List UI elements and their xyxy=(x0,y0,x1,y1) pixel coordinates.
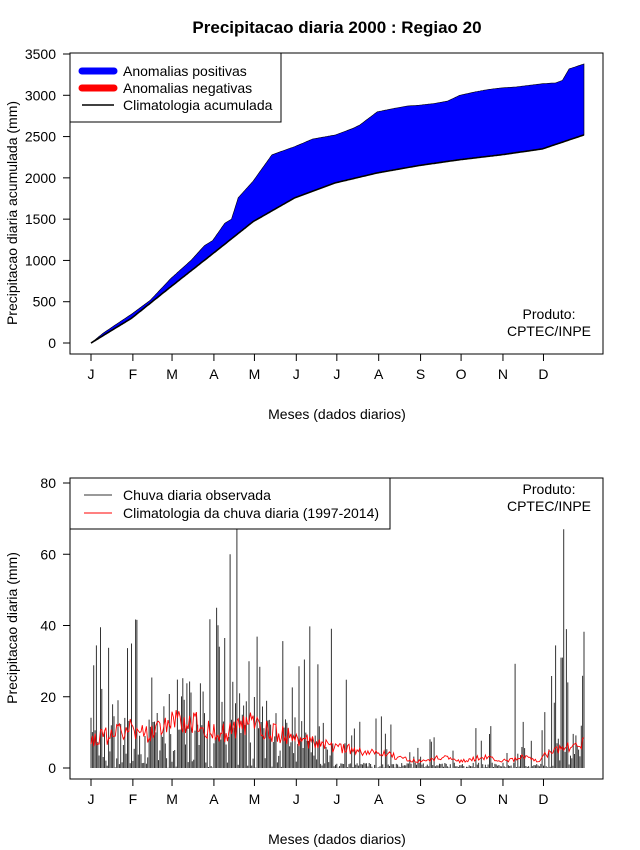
bottom-product-label: Produto: xyxy=(523,481,576,497)
y-tick-label: 20 xyxy=(40,689,56,705)
x-tick-label: S xyxy=(416,366,425,382)
x-tick-label: M xyxy=(249,791,261,807)
bottom-product-source: CPTEC/INPE xyxy=(507,498,591,514)
x-tick-label: O xyxy=(456,366,467,382)
bottom-x-axis-label: Meses (dados diarios) xyxy=(268,831,406,847)
x-tick-label: M xyxy=(249,366,261,382)
legend-label-climatology-daily: Climatologia da chuva diaria (1997-2014) xyxy=(123,505,379,521)
x-tick-label: N xyxy=(498,366,508,382)
y-tick-label: 60 xyxy=(40,546,56,562)
top-x-axis-label: Meses (dados diarios) xyxy=(268,406,406,422)
top-plot-area xyxy=(90,63,585,344)
climatology-daily-line xyxy=(90,710,585,764)
x-tick-label: N xyxy=(498,791,508,807)
x-tick-label: F xyxy=(129,366,138,382)
y-tick-label: 0 xyxy=(48,335,56,351)
x-tick-label: S xyxy=(416,791,425,807)
x-tick-label: M xyxy=(166,791,178,807)
top-plot-frame xyxy=(69,52,604,355)
x-tick-label: J xyxy=(333,366,340,382)
x-tick-label: D xyxy=(538,791,548,807)
y-tick-label: 40 xyxy=(40,618,56,634)
y-tick-label: 2000 xyxy=(25,170,56,186)
bottom-legend: Chuva diaria observada Climatologia da c… xyxy=(69,477,391,530)
x-tick-label: F xyxy=(129,791,138,807)
x-tick-label: A xyxy=(209,791,219,807)
top-product-source: CPTEC/INPE xyxy=(507,323,591,339)
x-tick-label: J xyxy=(88,366,95,382)
x-tick-label: A xyxy=(374,366,384,382)
x-tick-label: M xyxy=(166,366,178,382)
y-tick-label: 3000 xyxy=(25,87,56,103)
bottom-y-axis-label: Precipitacao diaria (mm) xyxy=(4,552,20,704)
chart-title: Precipitacao diaria 2000 : Regiao 20 xyxy=(192,18,481,37)
x-tick-label: J xyxy=(293,791,300,807)
y-tick-label: 0 xyxy=(48,760,56,776)
legend-label-positive: Anomalias positivas xyxy=(123,63,247,79)
y-tick-label: 500 xyxy=(33,294,57,310)
legend-label-observed: Chuva diaria observada xyxy=(123,487,271,503)
top-legend: Anomalias positivas Anomalias negativas … xyxy=(69,52,282,123)
top-y-axis-label: Precipitacao diaria acumulada (mm) xyxy=(4,101,20,325)
bottom-legend-box xyxy=(69,477,391,530)
x-tick-label: J xyxy=(333,791,340,807)
bottom-bars xyxy=(90,529,585,768)
climatology-cumulative-line xyxy=(90,134,585,344)
x-tick-label: A xyxy=(209,366,219,382)
top-product-label: Produto: xyxy=(523,306,576,322)
x-tick-label: D xyxy=(538,366,548,382)
legend-label-climatology: Climatologia acumulada xyxy=(123,97,273,113)
y-tick-label: 1500 xyxy=(25,211,56,227)
y-tick-label: 80 xyxy=(40,475,56,491)
x-tick-label: O xyxy=(456,791,467,807)
y-tick-label: 1000 xyxy=(25,252,56,268)
legend-label-negative: Anomalias negativas xyxy=(123,80,252,96)
x-tick-label: J xyxy=(293,366,300,382)
y-tick-label: 2500 xyxy=(25,129,56,145)
x-tick-label: A xyxy=(374,791,384,807)
x-tick-label: J xyxy=(88,791,95,807)
y-tick-label: 3500 xyxy=(25,46,56,62)
